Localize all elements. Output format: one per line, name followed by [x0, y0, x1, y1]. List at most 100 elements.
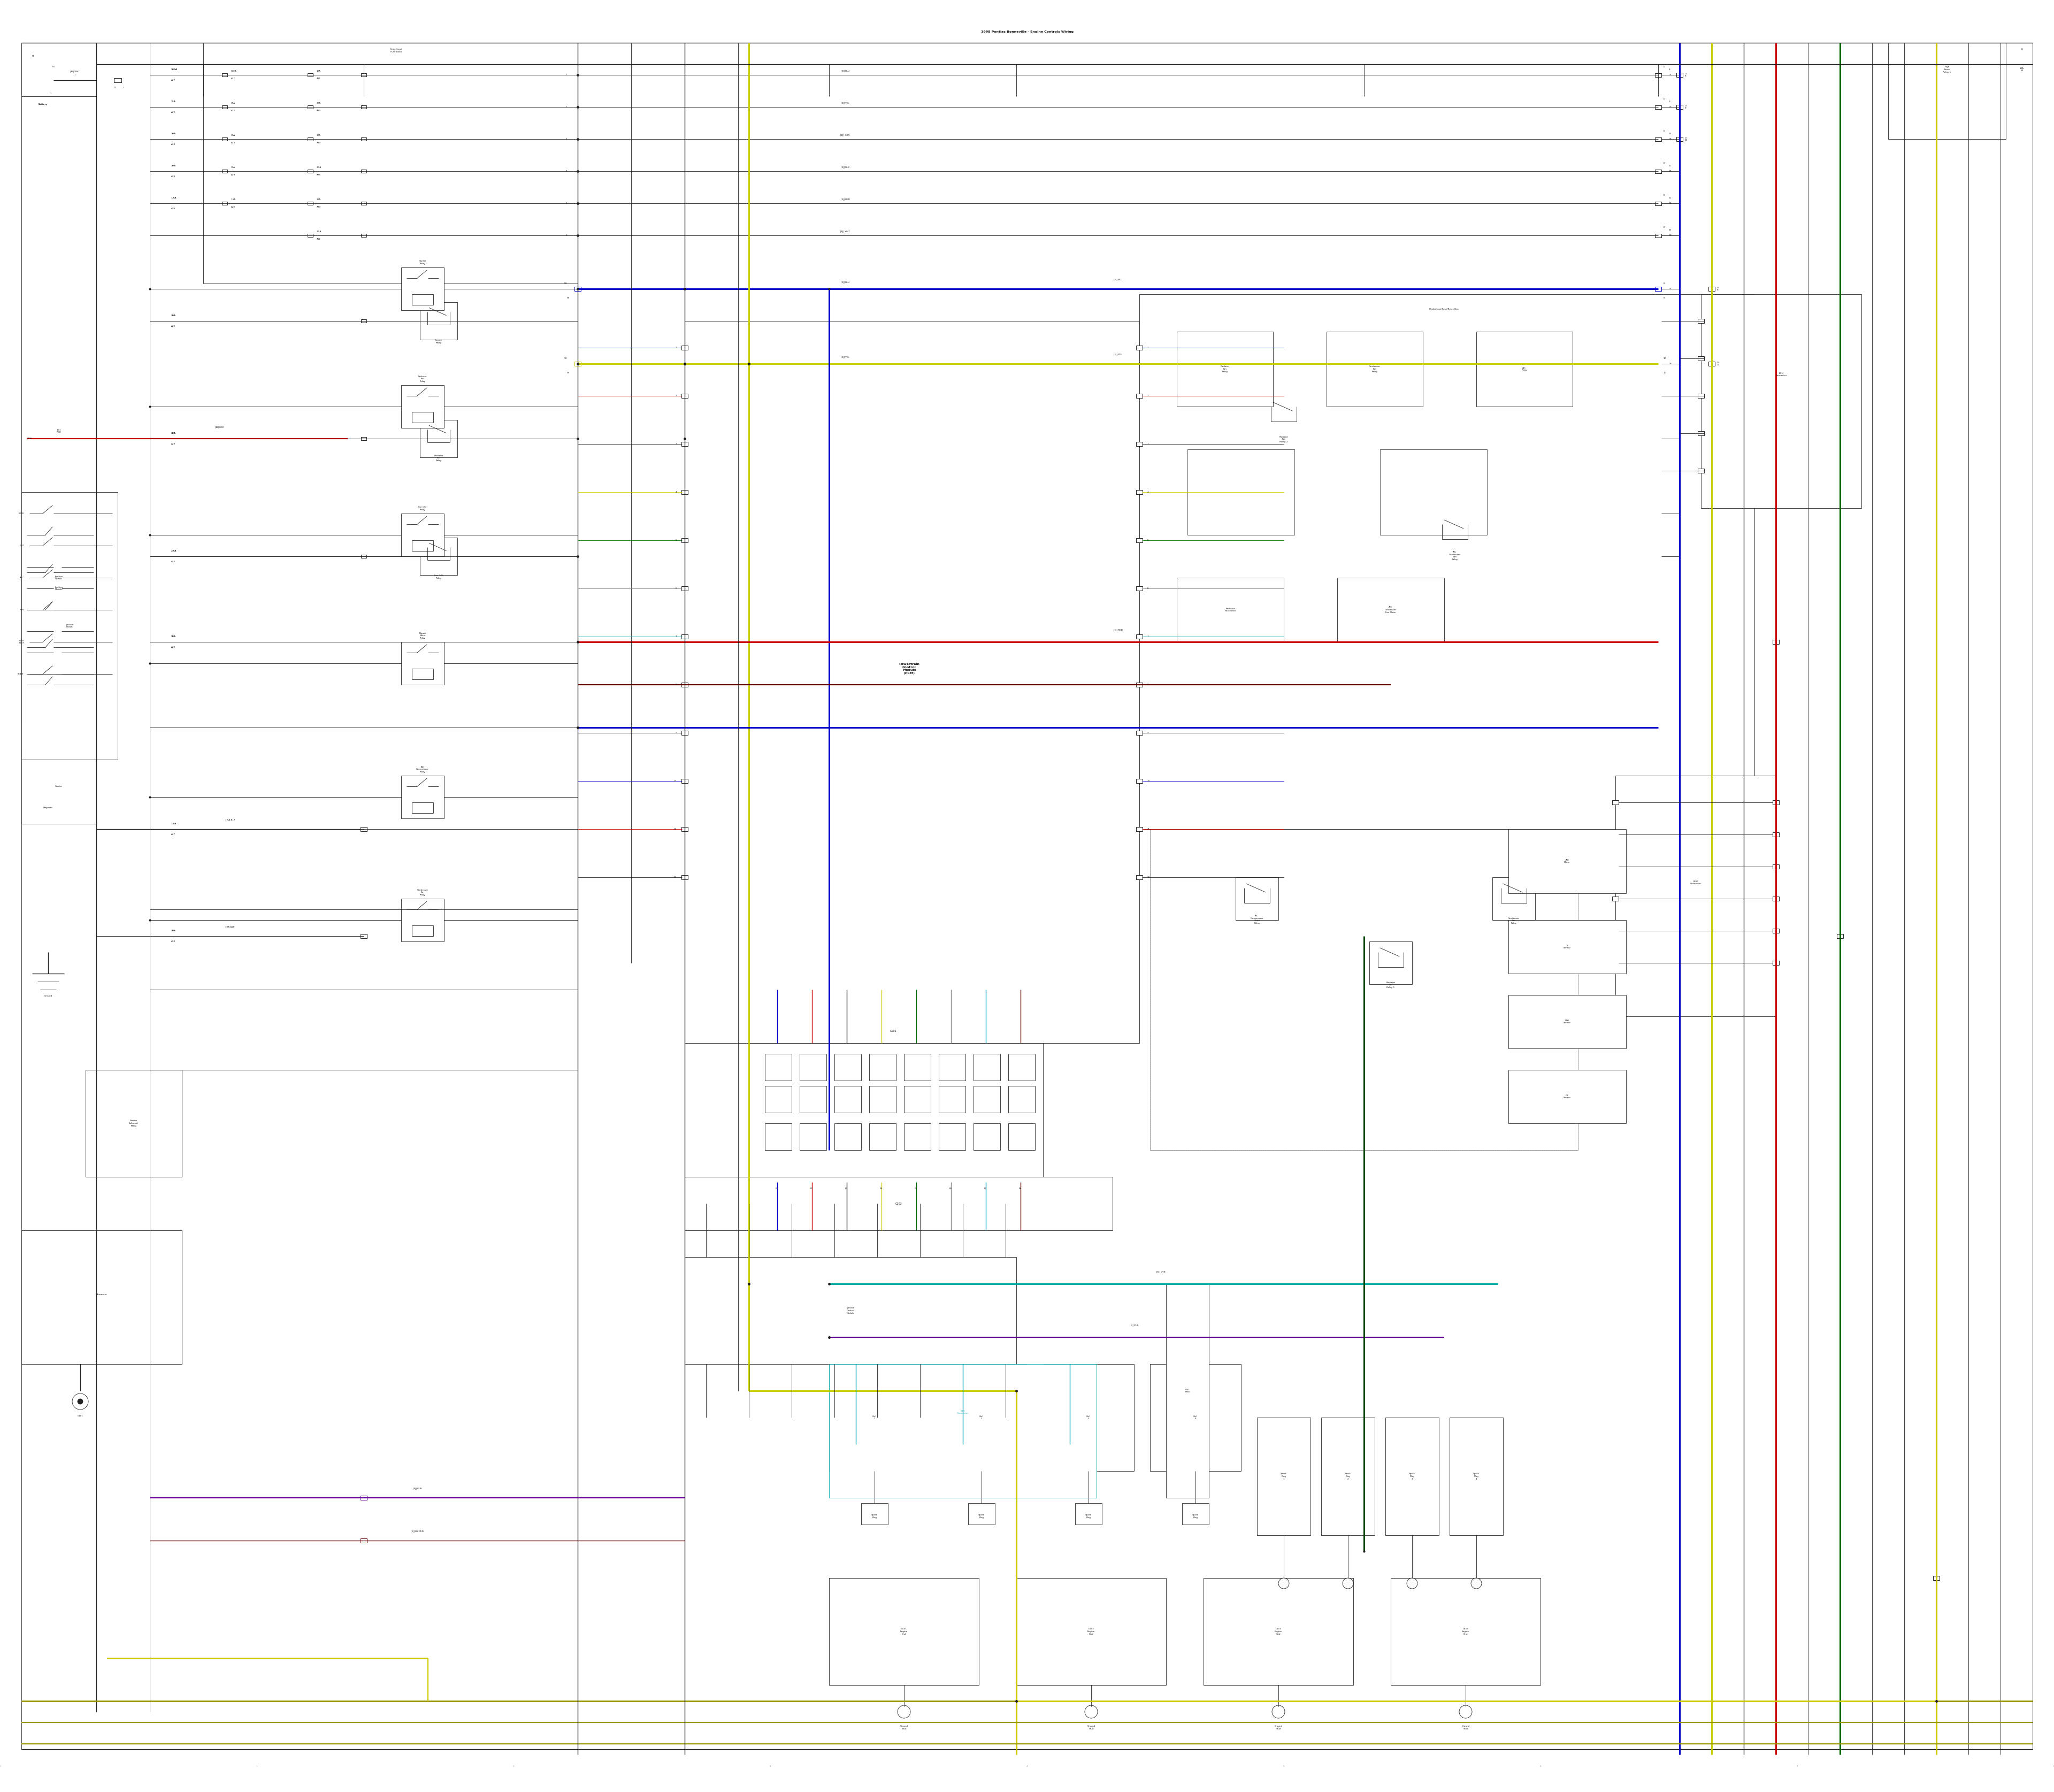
Text: Ignition
Switch: Ignition Switch	[66, 624, 74, 629]
Bar	[1380, 450, 1487, 536]
Bar	[1167, 1283, 1210, 1498]
Bar	[222, 73, 228, 77]
Text: A/C
Compressor
Clutch
Relay: A/C Compressor Clutch Relay	[1251, 916, 1263, 925]
Text: A/C
Compressor
Relay: A/C Compressor Relay	[417, 765, 429, 772]
Text: D3: D3	[1668, 138, 1672, 140]
Bar	[1612, 833, 1619, 837]
Text: 10A: 10A	[230, 134, 236, 136]
Text: Underhood Fuse/Relay Box: Underhood Fuse/Relay Box	[1430, 308, 1458, 310]
Text: [EJ] GRN: [EJ] GRN	[840, 134, 850, 136]
Text: Spark
Plug
1: Spark Plug 1	[1280, 1473, 1288, 1480]
Text: Spark
Plug
2: Spark Plug 2	[1345, 1473, 1352, 1480]
Text: Starter
Solenoid
Relay: Starter Solenoid Relay	[129, 1120, 138, 1127]
Text: A17: A17	[230, 77, 236, 79]
Text: [EI] RED: [EI] RED	[216, 426, 224, 428]
Circle shape	[49, 77, 58, 84]
Text: [EJ] YEL: [EJ] YEL	[840, 102, 848, 104]
Text: Ground
Stud: Ground Stud	[1087, 1726, 1095, 1729]
Bar	[1136, 491, 1142, 495]
Bar	[682, 683, 688, 686]
Bar	[1699, 394, 1705, 398]
Bar	[1136, 346, 1142, 349]
Bar	[1434, 514, 1477, 556]
Bar	[869, 1054, 896, 1081]
Bar	[1074, 1503, 1101, 1525]
Text: [EJ] BLK: [EJ] BLK	[840, 167, 850, 168]
Bar	[362, 828, 368, 831]
Text: D2: D2	[1668, 106, 1672, 108]
Bar	[974, 1124, 1000, 1150]
Text: 1.5A: 1.5A	[170, 823, 177, 824]
Bar	[799, 1124, 826, 1150]
Bar	[1656, 437, 1662, 441]
Text: Ground
Stud: Ground Stud	[1273, 1726, 1282, 1729]
Bar	[869, 1086, 896, 1113]
Text: A39: A39	[316, 109, 320, 111]
Text: A22: A22	[230, 109, 236, 111]
Bar	[830, 1579, 980, 1684]
Text: Starter
Relay: Starter Relay	[435, 339, 442, 344]
Bar	[682, 874, 688, 880]
Text: Radiator
Fan
Relay: Radiator Fan Relay	[419, 375, 427, 382]
Bar	[1656, 394, 1662, 398]
Text: D4: D4	[1668, 170, 1672, 172]
Text: TP
Sensor: TP Sensor	[1563, 944, 1571, 950]
Text: High
Beam
Relay 1: High Beam Relay 1	[1943, 66, 1951, 73]
Text: 11: 11	[1668, 165, 1672, 167]
Bar	[362, 106, 366, 109]
Bar	[830, 1310, 990, 1407]
Bar	[1773, 640, 1779, 643]
Text: [EJ] PUR: [EJ] PUR	[413, 1487, 421, 1489]
Text: Magneto: Magneto	[43, 806, 53, 808]
Text: 59: 59	[565, 357, 567, 360]
Text: Coil
Pack: Coil Pack	[1185, 1389, 1189, 1392]
Text: Ignition
Control
Module: Ignition Control Module	[846, 1306, 854, 1314]
Text: D
12: D 12	[1717, 362, 1719, 366]
Bar	[362, 319, 366, 323]
Text: T1: T1	[113, 86, 117, 90]
Text: 1.5A A17: 1.5A A17	[226, 819, 234, 821]
Bar	[21, 536, 97, 706]
Text: Radiator
Fan
Relay: Radiator Fan Relay	[1220, 366, 1230, 373]
Text: A21: A21	[316, 77, 320, 79]
Text: 30A: 30A	[316, 134, 320, 136]
Text: C101: C101	[889, 1030, 898, 1032]
Bar	[401, 776, 444, 819]
Bar	[830, 1364, 920, 1471]
Text: Condenser
Fan
Relay: Condenser Fan Relay	[1508, 918, 1520, 925]
Bar	[1477, 332, 1573, 407]
Bar	[869, 1124, 896, 1150]
Bar	[1656, 287, 1662, 290]
Text: [EJ] RED: [EJ] RED	[1113, 629, 1121, 631]
Bar	[1656, 554, 1662, 557]
Bar	[1150, 1364, 1241, 1471]
Text: 13: 13	[1668, 229, 1672, 231]
Text: A39: A39	[170, 324, 175, 328]
Bar	[974, 1054, 1000, 1081]
Bar	[1612, 896, 1619, 901]
Text: Coil
1: Coil 1	[873, 1416, 877, 1419]
Text: 11: 11	[674, 828, 676, 830]
Text: P7: P7	[984, 1188, 986, 1190]
Bar	[1656, 106, 1662, 109]
Bar	[939, 1054, 965, 1081]
Bar	[682, 828, 688, 831]
Bar	[203, 43, 577, 283]
Text: 11: 11	[1148, 828, 1150, 830]
Bar	[1183, 1503, 1210, 1525]
Text: 2.5A: 2.5A	[316, 231, 322, 233]
Bar	[1450, 1417, 1504, 1536]
Bar	[904, 1124, 930, 1150]
Text: C103: C103	[896, 1202, 902, 1204]
Bar	[1773, 961, 1779, 964]
Circle shape	[43, 70, 64, 90]
Text: 10: 10	[1668, 133, 1672, 134]
Text: P8: P8	[1019, 1188, 1021, 1190]
Bar	[1508, 995, 1627, 1048]
Bar	[308, 73, 312, 77]
Bar	[1612, 928, 1619, 934]
Bar	[362, 1496, 368, 1500]
Text: [EJ] WHT: [EJ] WHT	[840, 231, 850, 233]
Bar	[222, 170, 228, 172]
Text: 2.5A: 2.5A	[316, 167, 322, 168]
